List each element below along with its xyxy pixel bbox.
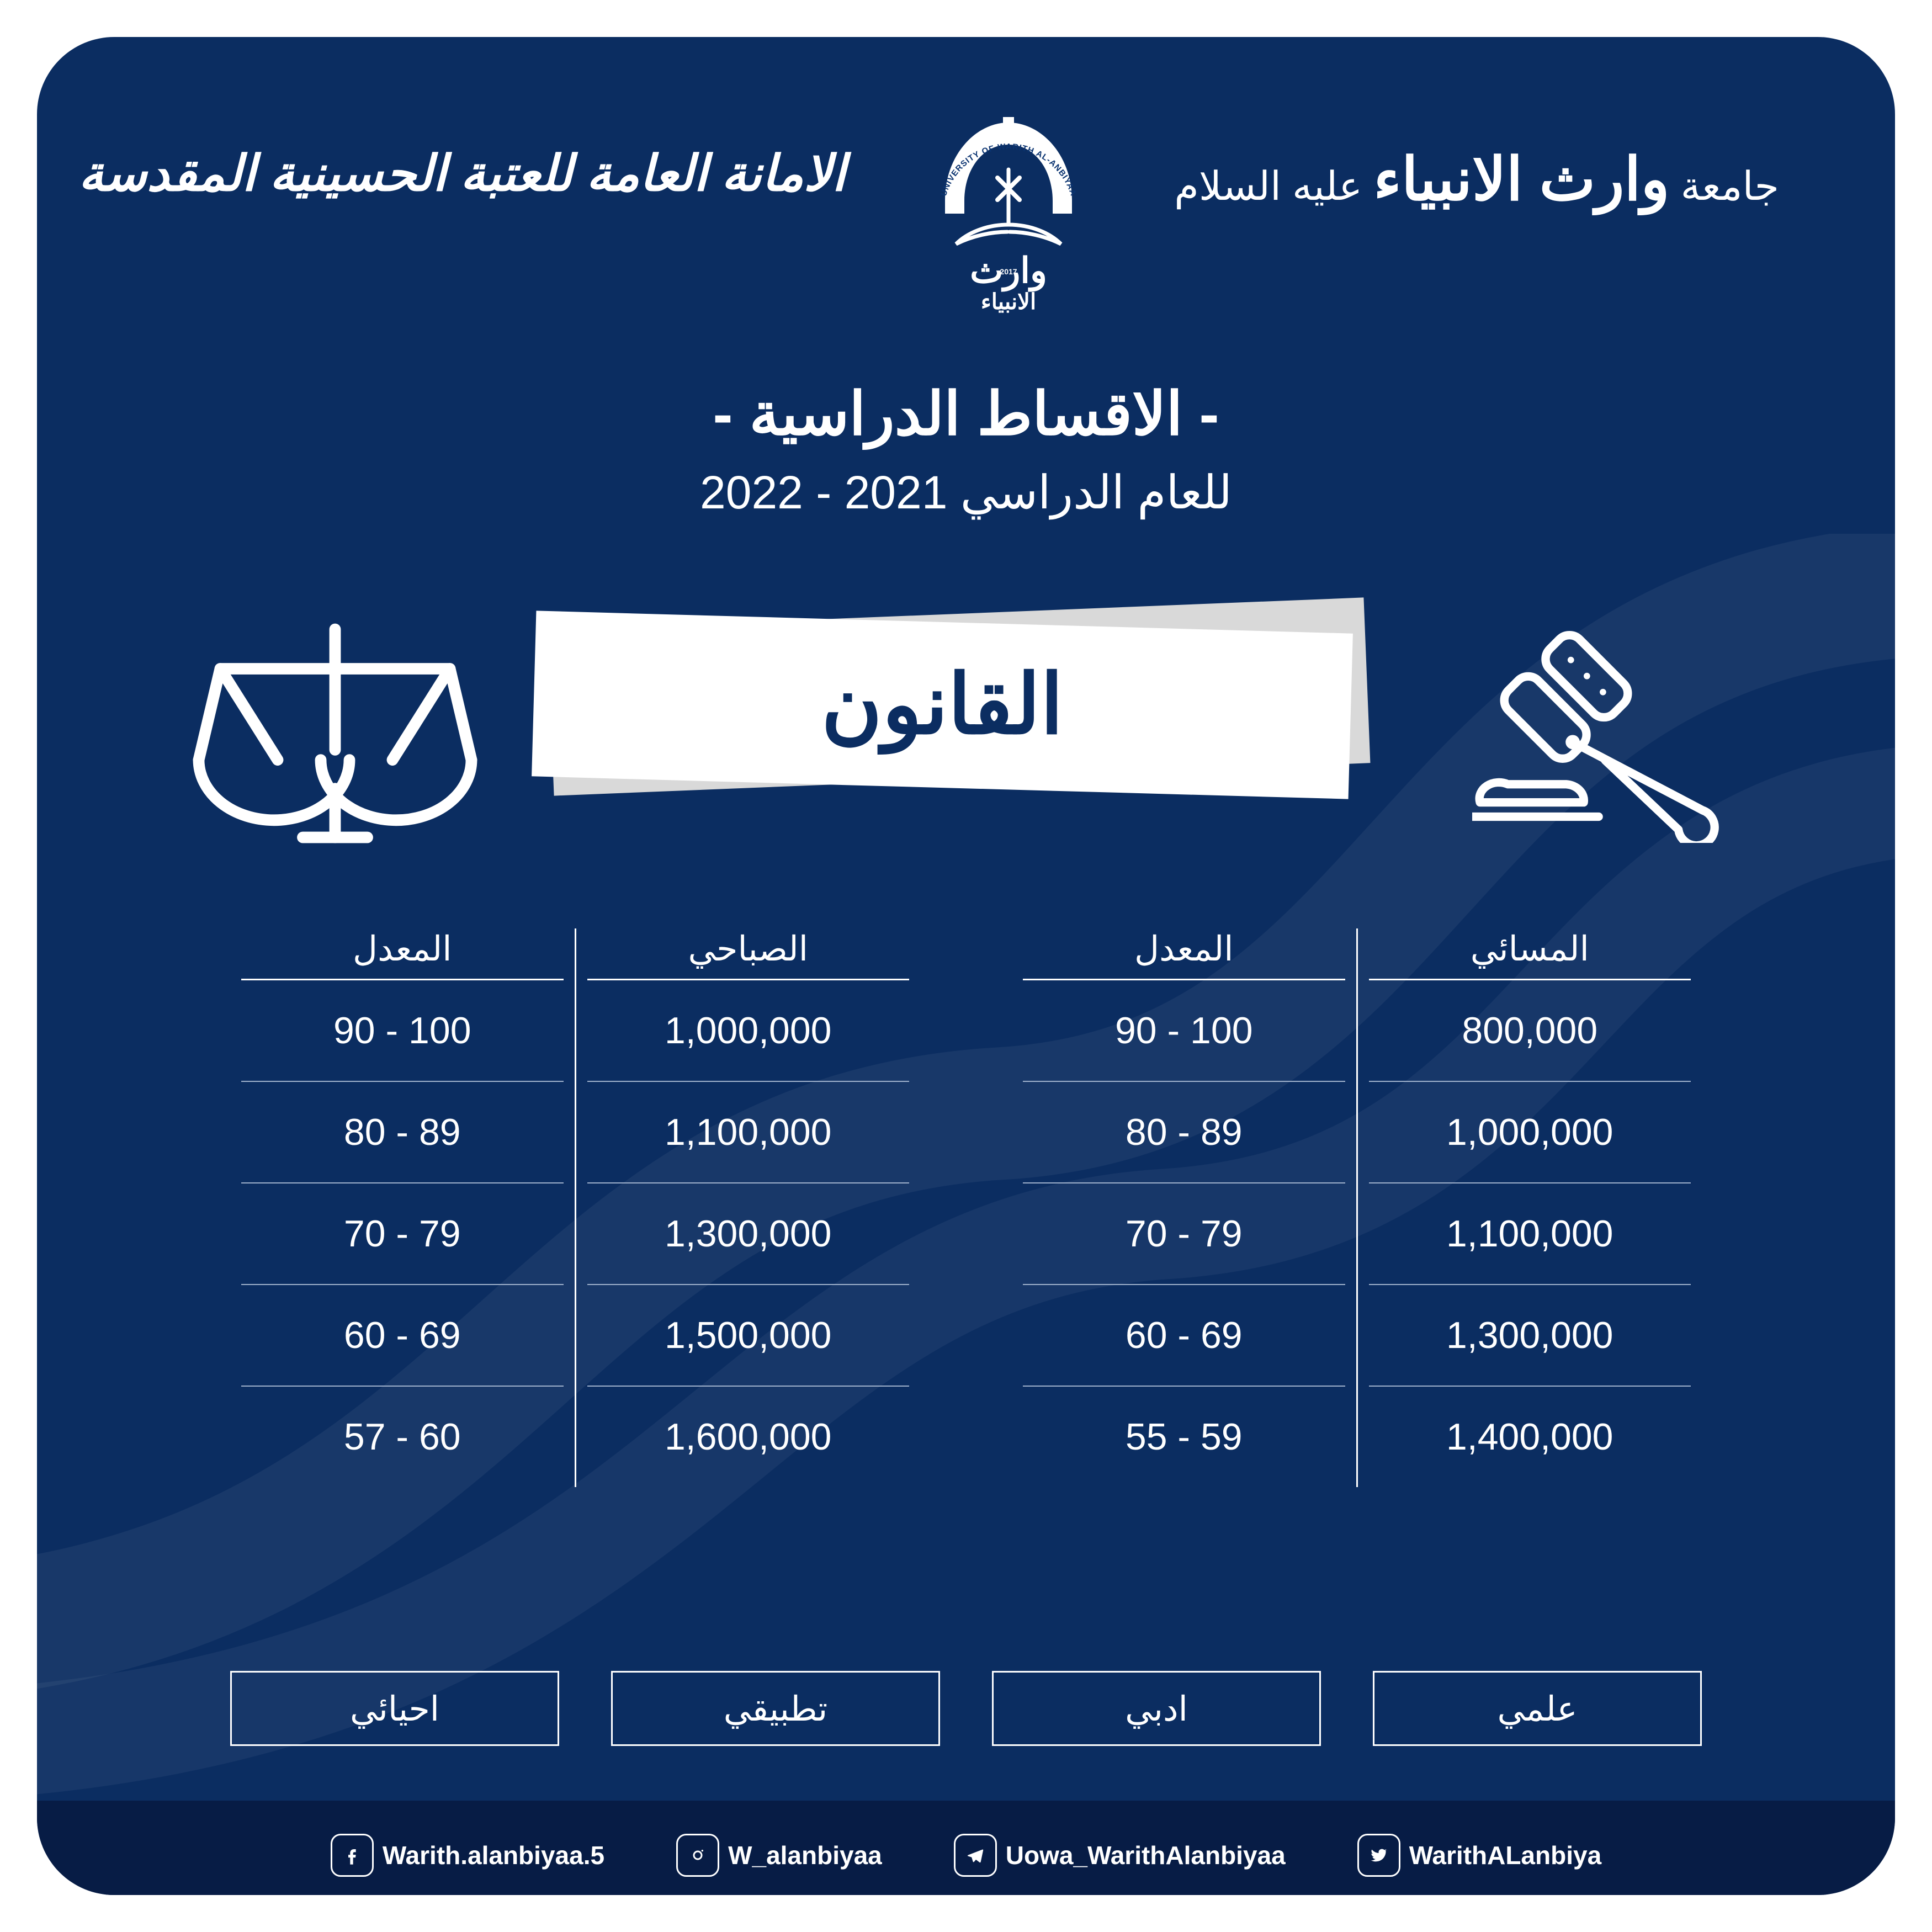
svg-text:الانبياء: الانبياء	[981, 290, 1036, 313]
svg-text:2017: 2017	[1000, 267, 1017, 276]
